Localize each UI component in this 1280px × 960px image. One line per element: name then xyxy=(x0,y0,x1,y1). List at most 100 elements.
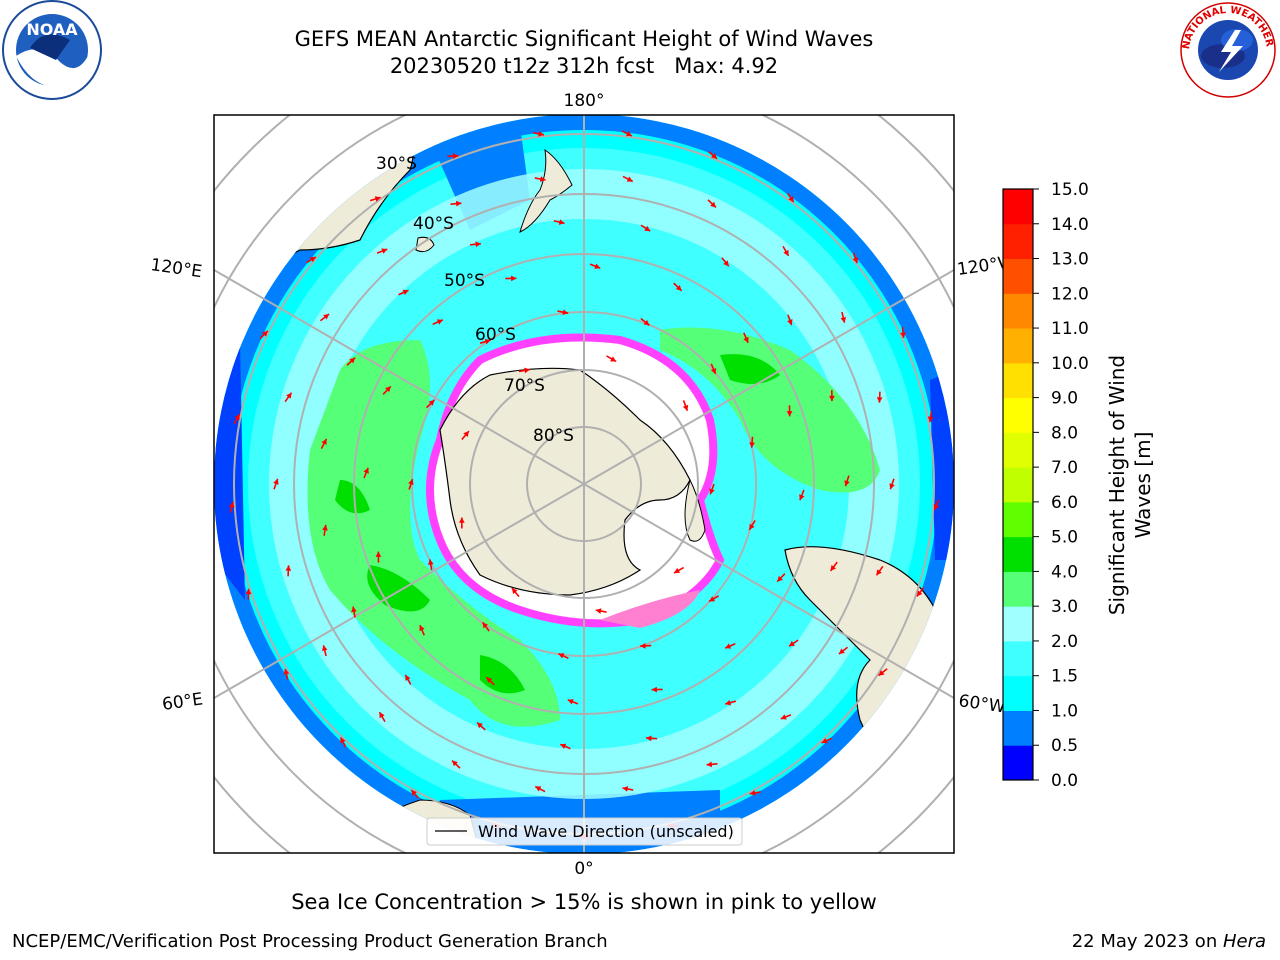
wind-wave-arrowhead xyxy=(749,523,755,530)
wind-wave-arrowhead xyxy=(477,722,483,729)
wind-wave-arrowhead xyxy=(821,738,828,744)
lat-label-80s: 80°S xyxy=(533,426,574,446)
wind-wave-arrowhead xyxy=(933,504,940,511)
wind-wave-arrowhead xyxy=(375,551,382,557)
footer-date: 22 May 2023 on Hera xyxy=(1072,931,1266,952)
wind-wave-arrowhead xyxy=(829,395,835,402)
lon-label-60w: 60°W xyxy=(957,691,1006,717)
wind-wave-arrowhead xyxy=(482,622,489,629)
new-zealand-land xyxy=(519,148,573,233)
wind-wave-arrowhead xyxy=(876,397,883,403)
wind-wave-arrowhead xyxy=(725,699,732,706)
wind-wave-arrowhead xyxy=(486,677,493,683)
lat-label-30s: 30°S xyxy=(376,154,417,174)
lon-label-120e: 120°E xyxy=(149,255,203,282)
wind-wave-arrowhead xyxy=(321,438,327,445)
wind-wave-arrowhead xyxy=(787,319,793,326)
wind-wave-arrowhead xyxy=(567,699,574,705)
chart-title: GEFS MEAN Antarctic Significant Height o… xyxy=(294,27,874,51)
wind-wave-arrowhead xyxy=(351,606,357,613)
wind-wave-arrowhead xyxy=(234,414,240,421)
wind-wave-arrowhead xyxy=(646,735,652,742)
wind-wave-arrowhead xyxy=(706,761,713,768)
wind-wave-arrowhead xyxy=(475,241,481,248)
wind-wave-arrowhead xyxy=(340,737,346,744)
wind-wave-arrowhead xyxy=(309,256,316,263)
map-legend: Wind Wave Direction (unscaled) xyxy=(426,817,743,846)
lon-label-60e: 60°E xyxy=(161,689,204,714)
wind-wave-arrowhead xyxy=(643,319,650,326)
wind-wave-arrowhead xyxy=(595,608,602,614)
wind-wave-arrowhead xyxy=(321,645,328,652)
wind-wave-arrowhead xyxy=(452,760,458,767)
wind-wave-arrowhead xyxy=(379,712,385,719)
wind-wave-arrowhead xyxy=(436,319,443,325)
wind-wave-arrowhead xyxy=(286,392,292,399)
lon-label-180: 180° xyxy=(564,91,605,111)
peak-wave-patch-east xyxy=(720,354,780,384)
wind-wave-arrowhead xyxy=(900,332,906,338)
wind-wave-arrowhead xyxy=(558,219,565,225)
wind-wave-arrowhead xyxy=(363,467,369,474)
wind-wave-arrowhead xyxy=(273,478,279,485)
wind-wave-arrowhead xyxy=(562,309,569,315)
wind-wave-arrowhead xyxy=(711,153,718,159)
wind-wave-arrowhead xyxy=(323,314,330,320)
lat-label-50s: 50°S xyxy=(444,271,485,291)
wind-wave-arrowhead xyxy=(889,483,895,490)
wind-wave-arrowhead xyxy=(625,131,632,137)
wind-wave-arrowhead xyxy=(622,786,629,792)
wind-wave-arrowhead xyxy=(452,153,459,159)
wind-wave-arrowhead xyxy=(228,502,235,508)
outside-disc-sw xyxy=(214,560,330,853)
wind-wave-arrowhead xyxy=(682,404,689,411)
wind-wave-arrowhead xyxy=(626,176,633,182)
graticule xyxy=(214,115,954,853)
wind-wave-arrowhead xyxy=(322,524,328,531)
wind-wave-arrowhead xyxy=(524,367,530,374)
svg-text:NOAA: NOAA xyxy=(26,20,78,39)
sea-ice-note: Sea Ice Concentration > 15% is shown in … xyxy=(291,890,877,914)
wind-wave-arrowhead xyxy=(349,357,356,364)
map-frame xyxy=(213,114,955,854)
wind-wave-arrowhead xyxy=(535,786,542,792)
wind-wave-arrowhead xyxy=(644,225,651,232)
wind-wave-arrowhead xyxy=(428,399,435,406)
sea-ice-weddell xyxy=(600,590,700,628)
lon-label-120w: 120°W xyxy=(956,252,1016,280)
chart-subtitle-run: 20230520 t12z 312h fcst Max: 4.92 xyxy=(389,54,779,78)
wind-wave-arrowhead xyxy=(408,479,414,485)
wind-wave-arrowhead xyxy=(427,559,434,566)
lat-label-70s: 70°S xyxy=(504,376,545,396)
wind-wave-arrowhead xyxy=(838,648,845,654)
wind-wave-arrowhead xyxy=(709,488,715,495)
tasmania-land xyxy=(415,236,435,253)
wind-wave-arrowhead xyxy=(709,596,716,602)
wind-wave-arrowhead xyxy=(484,338,491,345)
wind-wave-arrowhead xyxy=(799,494,805,501)
wind-wave-arrowhead xyxy=(419,625,425,632)
wind-wave-arrowhead xyxy=(558,653,565,659)
wind-wave-arrowhead xyxy=(878,670,885,676)
wind-wave-arrowhead xyxy=(381,248,388,254)
wind-wave-arrowhead xyxy=(511,588,518,595)
wind-wave-arrowhead xyxy=(749,790,756,796)
wind-wave-arrowhead xyxy=(385,386,391,393)
wind-wave-arrowhead xyxy=(852,257,859,264)
south-georgia-land xyxy=(779,819,834,853)
wind-wave-arrowhead xyxy=(539,176,546,182)
wind-wave-arrowhead xyxy=(560,743,567,750)
wind-wave-arrowhead xyxy=(749,442,755,448)
wind-wave-arrowhead xyxy=(780,714,787,720)
noaa-logo: NOAA xyxy=(2,0,102,100)
wind-wave-arrowhead xyxy=(876,569,882,576)
wind-wave-arrowhead xyxy=(402,289,409,296)
antarctica-land xyxy=(439,367,691,596)
wind-wave-arrowhead xyxy=(283,668,290,675)
footer-date-text: 22 May 2023 on xyxy=(1071,931,1223,952)
wind-wave-arrowhead xyxy=(840,316,847,323)
wind-wave-arrowhead xyxy=(844,480,850,487)
peak-wave-patch-south xyxy=(480,655,525,694)
wind-wave-arrowhead xyxy=(455,200,462,207)
